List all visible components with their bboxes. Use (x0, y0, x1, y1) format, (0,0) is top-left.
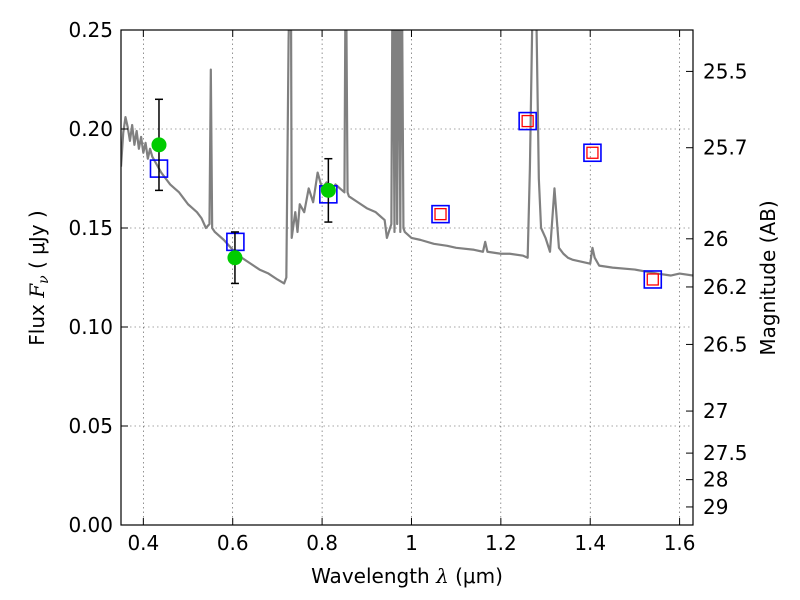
y-tick-label: 0.10 (68, 315, 113, 339)
model-inner-square (646, 273, 659, 286)
axis-ticks (121, 29, 693, 526)
y2-tick-label: 29 (703, 495, 728, 519)
x-axis-label-unit: (μm) (449, 564, 503, 588)
model-square (518, 111, 537, 131)
model-square (431, 204, 450, 224)
x-axis-label-symbol: λ (435, 564, 449, 588)
x-tick-label: 0.8 (306, 531, 338, 555)
model-inner-square (586, 146, 599, 159)
x-tick-label: 0.4 (127, 531, 159, 555)
y2-tick-label: 25.7 (703, 136, 748, 160)
y-tick-label: 0.15 (68, 216, 113, 240)
y2-tick-label: 26 (703, 227, 728, 251)
y2-axis-label: Magnitude (AB) (756, 200, 780, 355)
model-inner-square (434, 207, 447, 221)
model-square (583, 143, 602, 163)
y2-tick-label: 28 (703, 468, 728, 492)
points-layer (149, 98, 663, 289)
x-tick-label: 1.6 (664, 531, 696, 555)
y2-tick-label: 27.5 (703, 441, 748, 465)
x-tick-label: 0.6 (217, 531, 249, 555)
model-square (643, 270, 663, 289)
y2-tick-label: 26.5 (703, 332, 748, 356)
y-tick-label: 0.00 (68, 513, 113, 537)
x-tick-label: 1.4 (574, 531, 606, 555)
series-layer (121, 30, 693, 285)
x-tick-label: 1 (405, 531, 418, 555)
model-inner-square (521, 114, 534, 128)
plot-frame (120, 29, 694, 526)
observed-point (320, 182, 336, 198)
tick-labels: 0.4 0.6 0.8 1 1.2 1.4 1.6 0.00 0.05 0.10 0.15 0.20 0… (68, 18, 747, 555)
observed-point (227, 250, 243, 266)
y2-tick-label: 27 (703, 399, 728, 423)
x-tick-label: 1.2 (485, 531, 517, 555)
y2-tick-label: 25.5 (703, 59, 748, 83)
y-axis-label: Flux Fν ( μJy ) (25, 210, 52, 345)
observed-point (151, 137, 167, 153)
template-spectrum-line (121, 30, 693, 285)
y-tick-label: 0.20 (68, 117, 113, 141)
y-axis-label-subscript: ν (36, 275, 52, 284)
y-tick-label: 0.25 (68, 18, 113, 42)
y-axis-label-unit: ( μJy ) (25, 210, 49, 275)
y2-tick-label: 26.2 (703, 275, 748, 299)
x-axis-label: Wavelength λ (μm) (311, 564, 503, 588)
y-tick-label: 0.05 (68, 414, 113, 438)
x-axis-label-text: Wavelength (311, 564, 436, 588)
y-axis-label-symbol: F (25, 283, 49, 299)
y-axis-label-text: Flux (25, 298, 49, 346)
